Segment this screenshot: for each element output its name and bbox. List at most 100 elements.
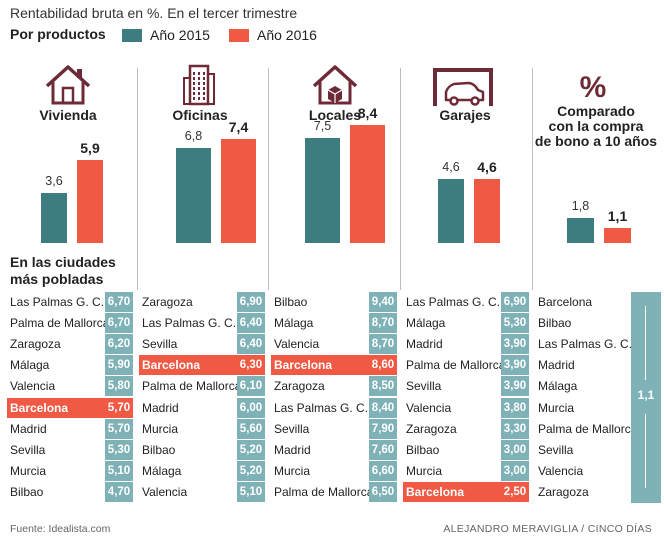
city-name: Murcia — [274, 464, 311, 478]
city-name: Sevilla — [274, 422, 310, 436]
city-value: 5,70 — [105, 398, 133, 418]
city-value: 5,30 — [501, 313, 529, 333]
cities-section-title: En las ciudades más pobladas — [10, 254, 116, 287]
table-row: Madrid 3,90 — [403, 334, 529, 354]
credit: ALEJANDRO MERAVIGLIA / CINCO DÍAS — [443, 523, 652, 535]
city-value: 3,90 — [501, 334, 529, 354]
table-row: Murcia 3,00 — [403, 461, 529, 481]
table-row: Madrid 6,00 — [139, 398, 265, 418]
city-name: Málaga — [406, 316, 446, 330]
city-name: Sevilla — [538, 443, 574, 457]
city-name: Bilbao — [142, 443, 176, 457]
city-value: 6,60 — [369, 461, 397, 481]
table-row: Murcia 6,60 — [271, 461, 397, 481]
city-name: Barcelona — [274, 358, 333, 372]
table-row: Málaga 5,90 — [7, 355, 133, 375]
data-label-garajes-2015: 4,6 — [442, 159, 460, 174]
city-value: 8,60 — [369, 355, 397, 375]
bar-locales-2016 — [350, 125, 385, 243]
city-name: Málaga — [142, 464, 182, 478]
city-name: Las Palmas G. C. — [406, 295, 501, 309]
city-value: 6,70 — [105, 292, 133, 312]
data-label-bono-2016: 1,1 — [607, 207, 628, 224]
legend-swatch-2016 — [229, 28, 249, 42]
city-name: Madrid — [10, 422, 47, 436]
table-row: Bilbao — [535, 313, 627, 333]
table-row: Sevilla 3,90 — [403, 376, 529, 396]
city-value: 5,30 — [105, 440, 133, 460]
bar-vivienda-2016 — [77, 160, 103, 243]
bar-garajes-2016 — [474, 178, 500, 243]
office-building-icon — [183, 64, 215, 106]
table-row: Madrid 5,70 — [7, 419, 133, 439]
table-row: Sevilla 7,90 — [271, 419, 397, 439]
table-row: Barcelona 2,50 — [403, 482, 529, 502]
bond-bracket-line — [645, 414, 646, 488]
data-label-locales-2015: 7,5 — [313, 119, 332, 133]
city-value: 5,90 — [105, 355, 133, 375]
data-label-bono-2015: 1,8 — [571, 198, 590, 213]
city-value: 6,50 — [369, 482, 397, 502]
table-row: Sevilla 6,40 — [139, 334, 265, 354]
city-value: 8,50 — [369, 376, 397, 396]
city-name: Málaga — [538, 379, 578, 393]
legend-label-2015: Año 2015 — [150, 27, 210, 43]
city-value: 6,10 — [237, 376, 265, 396]
city-name: Málaga — [10, 358, 50, 372]
city-value: 5,70 — [105, 419, 133, 439]
data-label-locales-2016: 8,4 — [357, 105, 378, 122]
city-name: Barcelona — [10, 401, 69, 415]
panel-label-bono: Comparado con la compra de bono a 10 año… — [534, 103, 658, 149]
table-row: Barcelona 8,60 — [271, 355, 397, 375]
table-row: Barcelona 6,30 — [139, 355, 265, 375]
city-name: Las Palmas G. C. — [538, 337, 633, 351]
city-value: 2,50 — [501, 482, 529, 502]
bond-bracket-line — [645, 306, 646, 380]
city-value: 4,70 — [105, 482, 133, 502]
city-value: 3,30 — [501, 419, 529, 439]
data-label-oficinas-2016: 7,4 — [228, 119, 249, 136]
separator — [137, 68, 138, 290]
city-name: Sevilla — [10, 443, 46, 457]
city-name: Valencia — [406, 401, 452, 415]
city-value: 6,90 — [237, 292, 265, 312]
table-row: Valencia 5,10 — [139, 482, 265, 502]
city-name: Madrid — [142, 401, 179, 415]
city-name: Zaragoza — [538, 485, 589, 499]
table-row: Zaragoza 3,30 — [403, 419, 529, 439]
city-value: 6,00 — [237, 398, 265, 418]
city-name: Murcia — [406, 464, 443, 478]
city-value: 5,20 — [237, 440, 265, 460]
city-value: 3,90 — [501, 376, 529, 396]
table-row: Madrid — [535, 355, 627, 375]
city-value: 5,10 — [237, 482, 265, 502]
city-value: 5,60 — [237, 419, 265, 439]
table-row: Murcia — [535, 398, 627, 418]
city-name: Zaragoza — [406, 422, 457, 436]
city-value: 8,40 — [369, 398, 397, 418]
legend-swatch-2015 — [122, 28, 142, 42]
city-name: Las Palmas G. C. — [274, 401, 369, 415]
city-name: Madrid — [274, 443, 311, 457]
bond-value: 1,1 — [637, 388, 655, 402]
bond-bar: 1,1 — [631, 292, 661, 503]
city-name: Valencia — [142, 485, 188, 499]
table-row: Palma de Mallorca 3,90 — [403, 355, 529, 375]
city-name: Bilbao — [274, 295, 308, 309]
city-name: Palma de Mallorca — [142, 379, 242, 393]
data-label-vivienda-2016: 5,9 — [80, 140, 100, 157]
city-value: 6,70 — [105, 313, 133, 333]
city-name: Zaragoza — [142, 295, 193, 309]
table-row: Barcelona — [535, 292, 627, 312]
table-row: Zaragoza 6,90 — [139, 292, 265, 312]
table-row: Palma de Mallorca 6,50 — [271, 482, 397, 502]
separator — [532, 68, 533, 290]
city-value: 6,90 — [501, 292, 529, 312]
city-value: 6,20 — [105, 334, 133, 354]
city-value: 7,90 — [369, 419, 397, 439]
city-value: 9,40 — [369, 292, 397, 312]
city-value: 5,80 — [105, 376, 133, 396]
table-row: Las Palmas G. C. — [535, 334, 632, 354]
table-row: Valencia 5,80 — [7, 376, 133, 396]
city-name: Las Palmas G. C. — [142, 316, 237, 330]
